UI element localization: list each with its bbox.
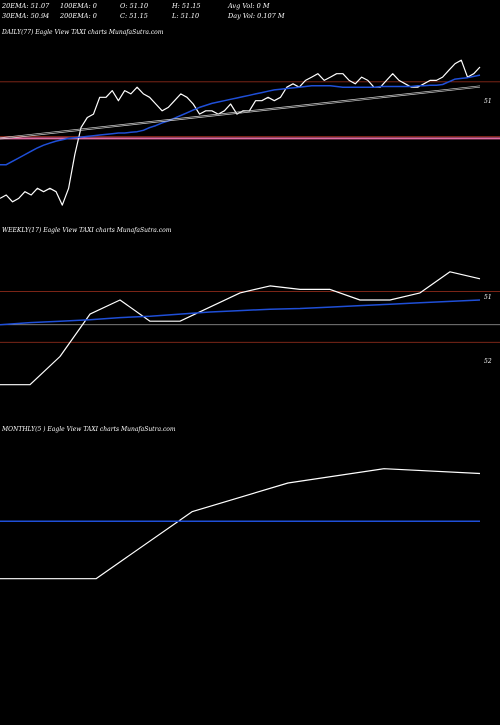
daily-series-trend-upper [0,85,481,139]
ema20-value: 20EMA: 51.07 [1,2,50,10]
weekly-series-ema [0,299,481,326]
weekly-series-price [0,271,481,386]
close-value: C: 51.15 [120,12,148,20]
low-value: L: 51.10 [171,12,199,20]
weekly-panel: 51 52 [0,271,500,386]
ema30-value: 30EMA: 50.94 [2,12,49,20]
open-value: O: 51.10 [120,2,148,10]
high-value: H: 51.15 [171,2,201,10]
indicator-header: 20EMA: 51.07 100EMA: 0 O: 51.10 H: 51.15… [1,2,285,20]
ema100-value: 100EMA: 0 [60,2,97,10]
daily-series-price [0,59,481,206]
daily-tick-label: 51 [484,98,492,105]
weekly-tick-label: 52 [484,358,492,365]
day-volume-value: Day Vol: 0.107 M [227,12,285,20]
daily-series-trend-lower [0,86,481,140]
daily-series-ema [0,74,481,166]
avg-volume-value: Avg Vol: 0 M [227,2,270,10]
weekly-panel-label: WEEKLY(17) Eagle View TAXI charts Munafa… [2,227,172,234]
monthly-panel-label: MONTHLY(5 ) Eagle View TAXI charts Munaf… [1,426,176,433]
monthly-series-price [0,468,481,580]
daily-panel: 51 [0,59,500,206]
weekly-tick-label: 51 [484,294,492,301]
daily-panel-label: DAILY(77) Eagle View TAXI charts MunafaS… [1,29,164,36]
monthly-panel [0,468,481,580]
ema200-value: 200EMA: 0 [59,12,97,20]
